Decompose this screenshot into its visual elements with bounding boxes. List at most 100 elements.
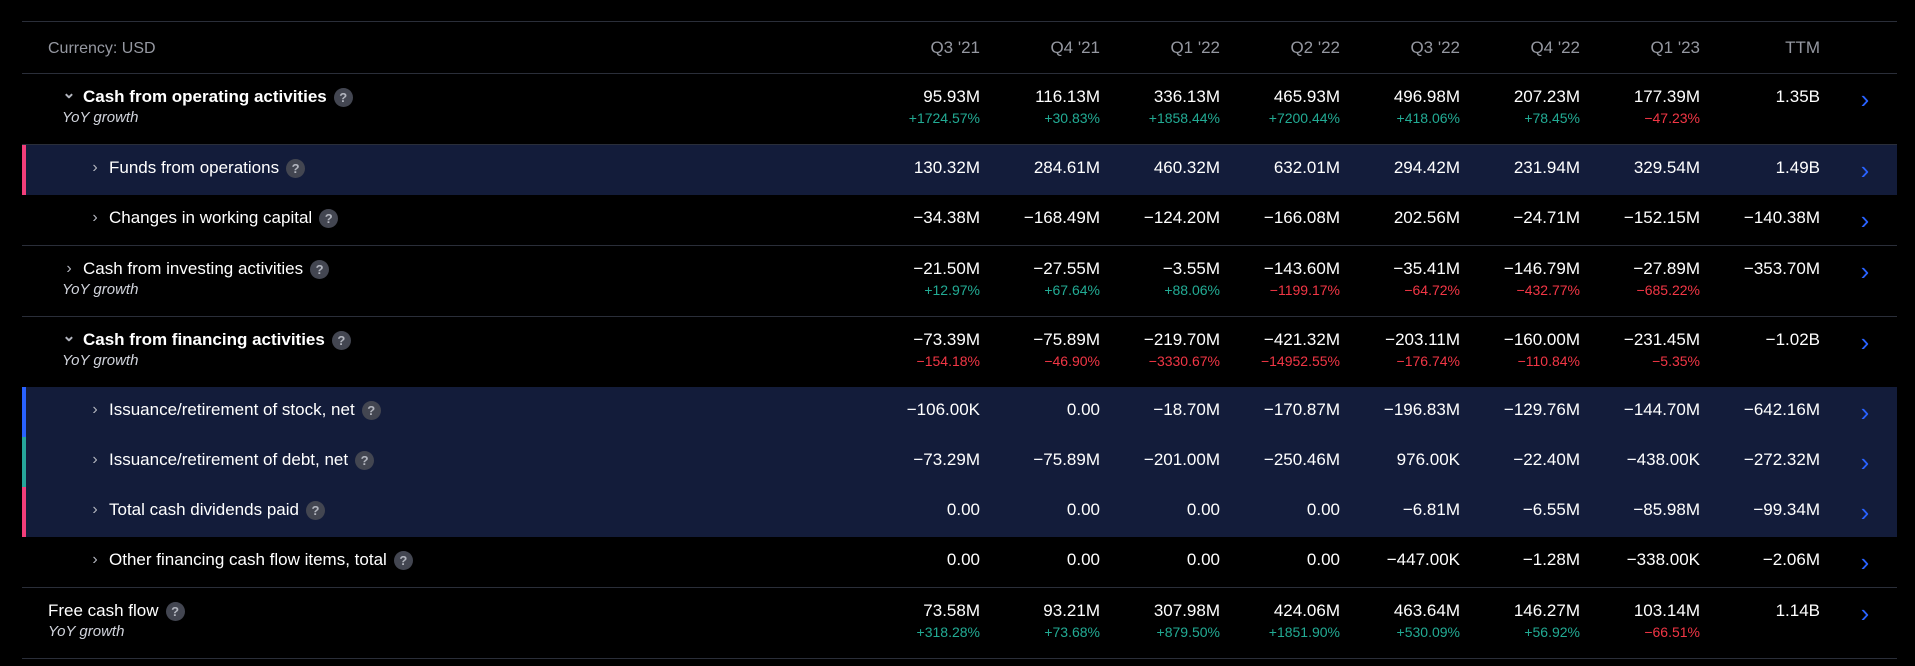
cell-value: −21.50M	[913, 259, 980, 278]
table-row[interactable]: › Funds from operations? 130.32M 284.61M 460…	[22, 145, 1897, 195]
chevron-down-icon[interactable]: ⌄	[62, 328, 76, 345]
help-icon[interactable]: ?	[331, 330, 351, 350]
chevron-right-icon[interactable]: ›	[92, 209, 98, 226]
open-detail-chevron-icon[interactable]: ›	[1860, 547, 1870, 577]
cell-value: −438.00K	[1626, 450, 1700, 469]
cell-value: −272.32M	[1743, 450, 1820, 469]
help-icon[interactable]: ?	[305, 500, 325, 520]
growth-value: +56.92%	[1524, 624, 1580, 640]
row-label: Funds from operations	[109, 158, 280, 177]
cell-value: −106.00K	[906, 400, 980, 419]
cell-value: −642.16M	[1743, 400, 1820, 419]
growth-value: −47.23%	[1644, 110, 1700, 126]
help-icon[interactable]: ?	[355, 450, 375, 470]
cell-value: −124.20M	[1143, 208, 1220, 227]
period-header: Q3 '22	[1410, 38, 1460, 57]
cell-value: −3.55M	[1162, 259, 1220, 278]
cell-value: −152.15M	[1623, 208, 1700, 227]
help-icon[interactable]: ?	[310, 259, 330, 279]
cell-value: 0.00	[1186, 550, 1220, 569]
growth-value: −3330.67%	[1148, 353, 1220, 369]
row-label: Other financing cash flow items, total	[109, 550, 387, 569]
cell-value: 116.13M	[1035, 87, 1100, 106]
cell-value: 424.06M	[1273, 601, 1340, 620]
chevron-right-icon[interactable]: ›	[92, 451, 98, 468]
row-label: Cash from operating activities	[83, 87, 327, 106]
table-row[interactable]: ⌄ Cash from financing activities? YoY grow…	[22, 317, 1897, 387]
open-detail-chevron-icon[interactable]: ›	[1860, 397, 1870, 427]
cell-value: 231.94M	[1513, 158, 1580, 177]
table-row[interactable]: › Issuance/retirement of debt, net? −73.29…	[22, 437, 1897, 487]
open-detail-chevron-icon[interactable]: ›	[1860, 598, 1870, 628]
table-row[interactable]: ⌄ Cash from operating activities? YoY grow…	[22, 74, 1897, 145]
cell-value: 460.32M	[1153, 158, 1220, 177]
cell-value: −203.11M	[1385, 330, 1460, 349]
period-header: Q4 '21	[1050, 38, 1100, 57]
growth-value: −46.90%	[1044, 353, 1100, 369]
growth-value: +530.09%	[1396, 624, 1460, 640]
cell-value: 284.61M	[1033, 158, 1100, 177]
chevron-right-icon[interactable]: ›	[92, 401, 98, 418]
chevron-right-icon[interactable]: ›	[92, 551, 98, 568]
open-detail-chevron-icon[interactable]: ›	[1860, 447, 1870, 477]
table-row[interactable]: Free cash flow? YoY growth 73.58M 93.21M 307…	[22, 588, 1897, 659]
cell-value: 0.00	[1306, 500, 1340, 519]
cell-value: −231.45M	[1623, 330, 1700, 349]
help-icon[interactable]: ?	[361, 400, 381, 420]
cell-value: 93.21M	[1043, 601, 1100, 620]
open-detail-chevron-icon[interactable]: ›	[1860, 497, 1870, 527]
yoy-growth-label: YoY growth	[62, 352, 139, 369]
cell-value: −160.00M	[1503, 330, 1580, 349]
yoy-growth-label: YoY growth	[62, 281, 139, 298]
cell-value: −2.06M	[1762, 550, 1820, 569]
cell-value: −144.70M	[1623, 400, 1700, 419]
open-detail-chevron-icon[interactable]: ›	[1860, 155, 1870, 185]
period-header: Q2 '22	[1290, 38, 1340, 57]
growth-value: +30.83%	[1044, 110, 1100, 126]
cell-value: −75.89M	[1033, 450, 1100, 469]
row-label: Total cash dividends paid	[109, 500, 299, 519]
open-detail-chevron-icon[interactable]: ›	[1860, 205, 1870, 235]
row-color-marker	[22, 487, 26, 537]
cell-value: −219.70M	[1143, 330, 1220, 349]
cell-value: 0.00	[1066, 550, 1100, 569]
table-row[interactable]: › Total cash dividends paid? 0.00 0.00 0.00 0…	[22, 487, 1897, 537]
open-detail-chevron-icon[interactable]: ›	[1860, 327, 1870, 357]
cell-value: 465.93M	[1273, 87, 1340, 106]
cell-value: −6.55M	[1522, 500, 1580, 519]
growth-value: −5.35%	[1652, 353, 1700, 369]
cell-value: −24.71M	[1513, 208, 1580, 227]
cell-value: 146.27M	[1513, 601, 1580, 620]
cell-value: 1.35B	[1775, 87, 1820, 106]
yoy-growth-label: YoY growth	[48, 623, 125, 640]
help-icon[interactable]: ?	[286, 158, 306, 178]
help-icon[interactable]: ?	[165, 601, 185, 621]
table-row[interactable]: › Cash from investing activities? YoY grow…	[22, 246, 1897, 317]
open-detail-chevron-icon[interactable]: ›	[1860, 256, 1870, 286]
chevron-right-icon[interactable]: ›	[92, 501, 98, 518]
currency-label: Currency: USD	[48, 40, 156, 57]
help-icon[interactable]: ?	[393, 550, 413, 570]
yoy-growth-label: YoY growth	[62, 109, 139, 126]
cell-value: −73.39M	[913, 330, 980, 349]
row-label: Cash from investing activities	[83, 259, 304, 278]
growth-value: −14952.55%	[1260, 353, 1340, 369]
cell-value: −34.38M	[913, 208, 980, 227]
chevron-down-icon[interactable]: ⌄	[62, 85, 76, 102]
cell-value: −6.81M	[1402, 500, 1460, 519]
table-row[interactable]: › Other financing cash flow items, total?…	[22, 537, 1897, 588]
chevron-right-icon[interactable]: ›	[92, 159, 98, 176]
chevron-right-icon[interactable]: ›	[66, 260, 72, 277]
help-icon[interactable]: ?	[319, 208, 339, 228]
cell-value: 0.00	[946, 500, 980, 519]
cell-value: 0.00	[1066, 400, 1100, 419]
help-icon[interactable]: ?	[333, 87, 353, 107]
growth-value: +1858.44%	[1148, 110, 1220, 126]
table-row[interactable]: › Changes in working capital? −34.38M −168.…	[22, 195, 1897, 246]
row-label: Free cash flow	[48, 601, 159, 620]
cell-value: 0.00	[1306, 550, 1340, 569]
cell-value: −75.89M	[1033, 330, 1100, 349]
table-row[interactable]: › Issuance/retirement of stock, net? −106.…	[22, 387, 1897, 437]
open-detail-chevron-icon[interactable]: ›	[1860, 84, 1870, 114]
cell-value: 73.58M	[923, 601, 980, 620]
